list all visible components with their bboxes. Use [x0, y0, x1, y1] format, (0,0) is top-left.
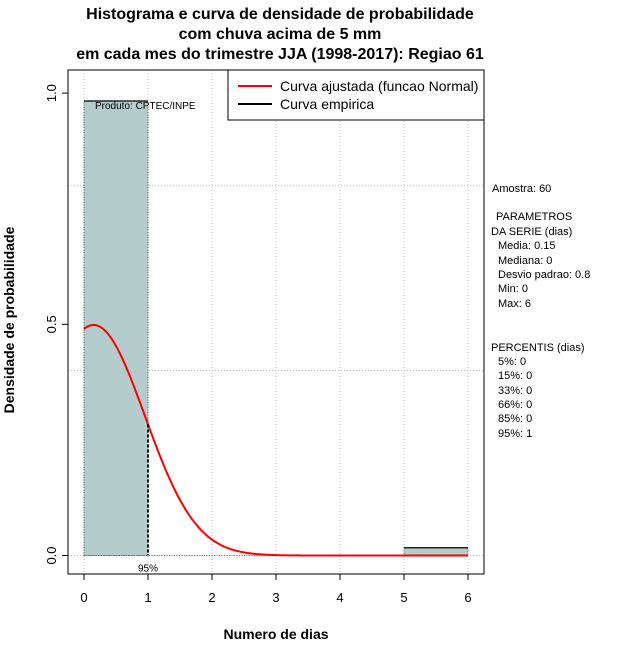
- x-tick-label: 6: [464, 590, 471, 605]
- legend: Curva ajustada (funcao Normal) Curva emp…: [227, 69, 485, 121]
- percentil-85: 85%: 0: [498, 413, 533, 425]
- y-axis-title: Densidade de probabilidade: [1, 226, 17, 413]
- percentil-5: 5%: 0: [498, 356, 527, 368]
- histogram-bar-0: [83, 100, 149, 556]
- percentil-15: 15%: 0: [498, 370, 533, 382]
- percentil-95: 95%: 1: [498, 428, 533, 440]
- legend-label-normal: Curva ajustada (funcao Normal): [280, 78, 478, 94]
- stat-mediana: Mediana: 0: [498, 255, 553, 267]
- x-tick-label: 3: [272, 590, 279, 605]
- x-tick-label: 0: [80, 590, 87, 605]
- params-title-1: PARAMETROS: [496, 211, 573, 223]
- y-tick-label: 1.0: [44, 84, 59, 102]
- chart-title-line-1: Histograma e curva de densidade de proba…: [86, 6, 474, 23]
- percentile-95-label: 95%: [138, 564, 158, 575]
- percentil-66: 66%: 0: [498, 399, 533, 411]
- params-title-2: DA SERIE (dias): [491, 226, 573, 238]
- percentis-title: PERCENTIS (dias): [491, 342, 585, 354]
- legend-label-empirical: Curva empirica: [280, 96, 374, 112]
- stat-min: Min: 0: [498, 283, 528, 295]
- legend-box: [227, 69, 485, 121]
- percentil-33: 33%: 0: [498, 385, 533, 397]
- histogram-bar-1: [403, 547, 469, 556]
- x-axis-title: Numero de dias: [223, 626, 328, 642]
- x-tick-label: 5: [400, 590, 407, 605]
- x-tick-label: 4: [336, 590, 343, 605]
- product-annotation: Produto: CPTEC/INPE: [95, 101, 196, 112]
- chart-title-line-3: em cada mes do trimestre JJA (1998-2017)…: [76, 46, 484, 63]
- x-tick-label: 1: [144, 590, 151, 605]
- y-tick-label: 0.0: [44, 546, 59, 564]
- x-tick-label: 2: [208, 590, 215, 605]
- y-tick-label: 0.5: [44, 315, 59, 333]
- stat-media: Media: 0.15: [498, 240, 556, 252]
- stat-max: Max: 6: [498, 298, 532, 310]
- sample-size: Amostra: 60: [492, 183, 552, 195]
- stat-desvio: Desvio padrao: 0.8: [498, 269, 591, 281]
- chart-title-line-2: com chuva acima de 5 mm: [178, 26, 382, 43]
